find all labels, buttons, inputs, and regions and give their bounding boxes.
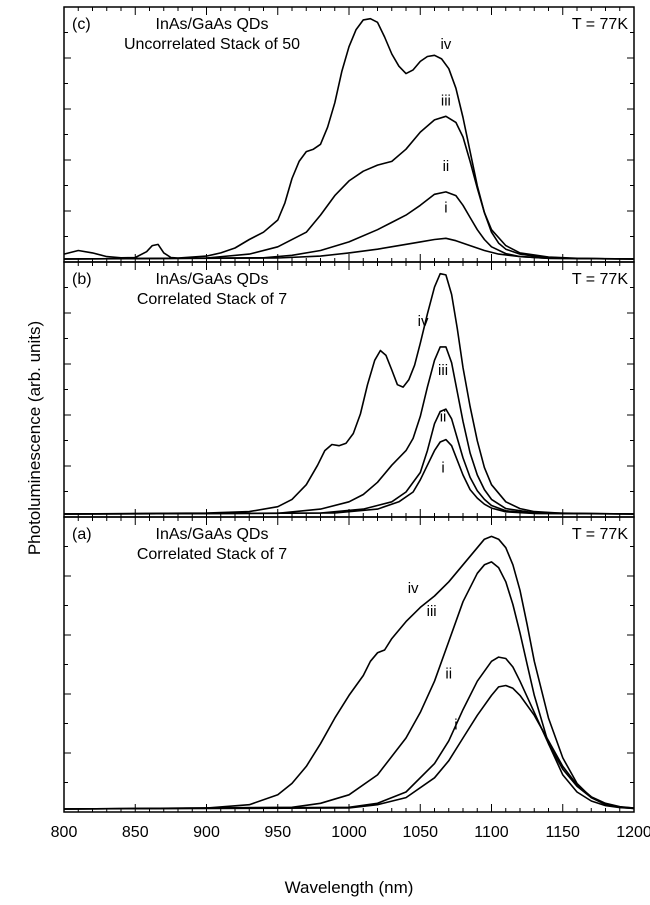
x-tick-label: 950 (264, 824, 291, 841)
series-i-label: i (441, 460, 444, 477)
panel-title: InAs/GaAs QDs (156, 526, 269, 543)
series-ii-label: ii (443, 158, 450, 175)
series-iii-line (63, 115, 635, 260)
series-iv-label: iv (440, 36, 451, 53)
panel-label: (c) (72, 16, 91, 33)
temperature-label: T = 77K (572, 16, 629, 33)
series-i-line (63, 438, 635, 515)
x-tick-label: 1150 (546, 824, 581, 841)
x-tick-label: 1000 (331, 824, 367, 841)
series-iv-label: iv (418, 313, 429, 330)
x-tick-label: 1200 (616, 824, 650, 841)
series-iv-line (63, 17, 635, 260)
x-tick-label: 800 (51, 824, 78, 841)
x-tick-label: 850 (122, 824, 149, 841)
panel-title: InAs/GaAs QDs (156, 16, 269, 33)
series-i-label: i (454, 716, 457, 733)
series-iv-label: iv (408, 580, 419, 597)
series-iii-label: iii (441, 92, 451, 109)
x-tick-labels: 800 850 900 950 1000 1050 1100 1150 1200 (51, 824, 650, 841)
panel-subtitle: Correlated Stack of 7 (137, 291, 287, 308)
series-i-line (63, 237, 635, 260)
panel-label: (a) (72, 526, 92, 543)
series-i-label: i (444, 200, 447, 217)
series-iv-line (63, 535, 635, 810)
x-tick-label: 1050 (402, 824, 438, 841)
series-iii-label: iii (438, 362, 448, 379)
x-tick-label: 900 (193, 824, 220, 841)
series-ii-label: ii (445, 665, 452, 682)
x-axis-title: Wavelength (nm) (285, 878, 414, 897)
series-ii-line (63, 408, 635, 515)
series-ii-line (63, 656, 635, 810)
temperature-label: T = 77K (572, 271, 629, 288)
panel-subtitle: Correlated Stack of 7 (137, 546, 287, 563)
series-ii-label: ii (440, 408, 447, 425)
series-ii-line (63, 191, 635, 260)
panel-subtitle: Uncorrelated Stack of 50 (124, 36, 300, 53)
panel-label: (b) (72, 271, 92, 288)
panel-title: InAs/GaAs QDs (156, 271, 269, 288)
series-i-line (63, 684, 635, 810)
temperature-label: T = 77K (572, 526, 629, 543)
series-iv-line (63, 272, 635, 515)
series-iii-label: iii (427, 603, 437, 620)
x-tick-label: 1100 (474, 824, 509, 841)
series-iii-line (63, 346, 635, 515)
y-axis-title: Photoluminescence (arb. units) (25, 321, 44, 555)
series-iii-line (63, 561, 635, 810)
